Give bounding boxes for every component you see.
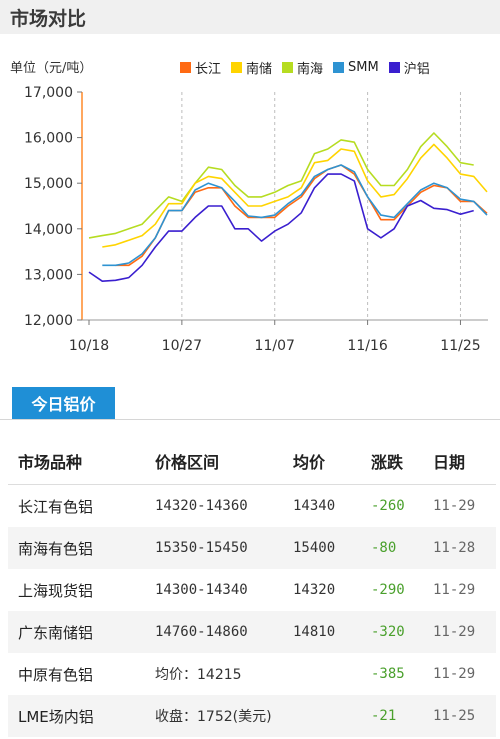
chart-legend: 长江 南储 南海 SMM 沪铝 — [180, 58, 440, 77]
legend-label: 长江 — [195, 61, 222, 77]
legend-label: 沪铝 — [403, 61, 430, 77]
header-date: 日期 — [433, 452, 466, 472]
table-row: 广东南储铝 14760-14860 14810 -320 11-29 — [8, 611, 496, 653]
cell-avg: 14320 — [293, 582, 336, 598]
cell-change: -320 — [371, 624, 405, 640]
y-tick-label: 14,000 — [24, 222, 73, 238]
series-line-3 — [102, 164, 488, 267]
cell-date: 11-29 — [433, 498, 476, 514]
cell-change: -260 — [371, 498, 405, 514]
x-tick-label: 10/18 — [69, 338, 109, 354]
table-row: 长江有色铝 14320-14360 14340 -260 11-29 — [8, 485, 496, 527]
cell-market: 南海有色铝 — [18, 539, 94, 558]
legend-label: SMM — [348, 59, 379, 75]
legend-swatch — [388, 61, 400, 73]
header-bar: 市场对比 — [0, 0, 500, 34]
legend-swatch — [180, 61, 191, 73]
cell-range: 14320-14360 — [155, 498, 248, 514]
legend-item-changjiang[interactable]: 长江 — [180, 58, 221, 77]
legend-swatch — [282, 61, 294, 73]
cell-market: LME场内铝 — [18, 707, 94, 726]
table-row: 中原有色铝 均价：14215 -385 11-29 — [8, 653, 496, 695]
cell-market: 广东南储铝 — [18, 623, 94, 642]
cell-range: 15350-15450 — [155, 540, 248, 556]
header-change: 涨跌 — [371, 452, 404, 472]
y-tick-label: 12,000 — [24, 313, 73, 329]
page-title: 市场对比 — [10, 8, 87, 30]
legend-label: 南储 — [246, 61, 273, 77]
cell-range: 收盘：1752(美元) — [155, 709, 272, 725]
legend-swatch — [231, 61, 243, 73]
cell-date: 11-28 — [433, 540, 476, 556]
header-market: 市场品种 — [18, 452, 83, 472]
cell-market: 中原有色铝 — [18, 665, 94, 684]
cell-change: -80 — [371, 540, 397, 556]
table-row: 上海现货铝 14300-14340 14320 -290 11-29 — [8, 569, 496, 611]
y-tick-label: 15,000 — [24, 176, 73, 192]
header-avg: 均价 — [293, 452, 326, 472]
cell-date: 11-29 — [433, 666, 476, 682]
series-line-1 — [102, 143, 488, 248]
y-tick-label: 13,000 — [24, 267, 73, 283]
legend-swatch — [333, 61, 345, 73]
legend-item-nanchu[interactable]: 南储 — [231, 58, 272, 77]
x-tick-label: 11/25 — [440, 338, 480, 354]
cell-market: 上海现货铝 — [18, 581, 94, 600]
x-tick-label: 10/27 — [162, 338, 202, 354]
cell-date: 11-25 — [433, 708, 476, 724]
table-row: 南海有色铝 15350-15450 15400 -80 11-28 — [8, 527, 496, 569]
x-tick-label: 11/07 — [255, 338, 295, 354]
table-header: 市场品种 价格区间 均价 涨跌 日期 — [8, 437, 496, 485]
legend-label: 南海 — [297, 61, 324, 77]
cell-range: 均价：14215 — [155, 667, 242, 683]
cell-avg: 14810 — [293, 624, 336, 640]
x-tick-label: 11/16 — [347, 338, 387, 354]
cell-change: -385 — [371, 666, 405, 682]
cell-date: 11-29 — [433, 582, 476, 598]
y-tick-label: 17,000 — [24, 85, 73, 101]
series-line-4 — [88, 173, 474, 282]
section-divider — [0, 419, 500, 420]
chart-unit-label: 单位（元/吨） — [10, 61, 93, 76]
price-line-chart: 17,000 16,000 15,000 14,000 13,000 12,000 10/1… — [24, 85, 488, 354]
cell-date: 11-29 — [433, 624, 476, 640]
legend-item-nanhai[interactable]: 南海 — [282, 58, 323, 77]
y-tick-label: 16,000 — [24, 131, 73, 147]
table-row: LME场内铝 收盘：1752(美元) -21 11-25 — [8, 695, 496, 737]
legend-item-smm[interactable]: SMM — [333, 60, 379, 75]
cell-change: -290 — [371, 582, 405, 598]
price-table: 市场品种 价格区间 均价 涨跌 日期 长江有色铝 14320-14360 143… — [8, 437, 496, 737]
cell-market: 长江有色铝 — [18, 497, 94, 516]
legend-item-hulv[interactable]: 沪铝 — [388, 58, 430, 77]
cell-avg: 14340 — [293, 498, 336, 514]
cell-change: -21 — [371, 708, 397, 724]
cell-avg: 15400 — [293, 540, 336, 556]
cell-range: 14300-14340 — [155, 582, 248, 598]
section-tag-today-price: 今日铝价 — [12, 387, 115, 419]
header-range: 价格区间 — [155, 452, 220, 472]
series-line-2 — [88, 132, 474, 239]
cell-range: 14760-14860 — [155, 624, 248, 640]
